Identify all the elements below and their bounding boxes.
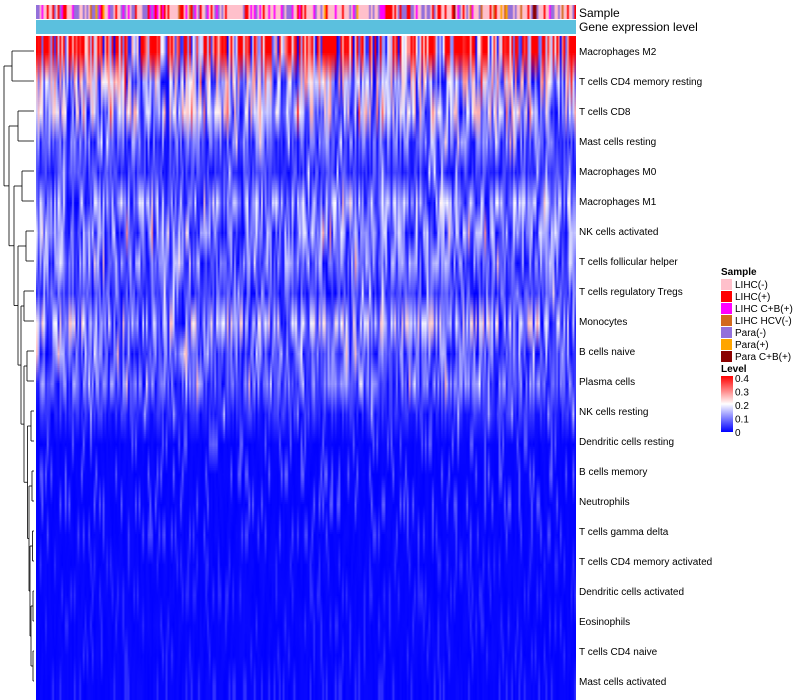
legend-sample-swatch [721,303,732,314]
legend-sample-swatch [721,291,732,302]
row-label: T cells CD4 memory activated [579,557,712,568]
legend-level-tick-label: 0 [735,428,741,439]
gene-expression-track-label: Gene expression level [579,20,698,34]
legend-sample-label: LIHC(-) [735,280,768,291]
legend-sample-swatch [721,339,732,350]
row-label: Dendritic cells resting [579,437,674,448]
legend-sample-label: LIHC(+) [735,292,770,303]
row-label: T cells CD4 naive [579,647,658,658]
row-dendrogram [3,50,34,682]
legend-level-ticks: 0.4 0.3 0.2 0.1 0 [735,374,749,439]
legend-sample-label: Para(-) [735,328,766,339]
legend-sample-label: Para C+B(+) [735,352,791,363]
row-label: T cells regulatory Tregs [579,287,683,298]
legend-sample-label: LIHC C+B(+) [735,304,793,315]
legend: Sample LIHC(-)LIHC(+)LIHC C+B(+)LIHC HCV… [721,267,793,439]
row-label: T cells follicular helper [579,257,678,268]
legend-sample-swatch [721,279,732,290]
legend-level-tick-label: 0.3 [735,388,749,399]
gene-expression-track-bar [36,20,576,34]
row-label: Dendritic cells activated [579,587,684,598]
row-label: Mast cells resting [579,137,656,148]
row-label: T cells CD4 memory resting [579,77,702,88]
sample-annotation-track [36,5,576,19]
heatmap-cells [36,36,576,700]
row-label: T cells gamma delta [579,527,669,538]
legend-level-tick-label: 0.1 [735,415,749,426]
gene-expression-annotation-track [36,20,576,34]
legend-level-colorbar [721,376,733,432]
legend-sample-label: Para(+) [735,340,769,351]
legend-sample-title: Sample [721,267,757,278]
legend-level-tick-label: 0.4 [735,374,749,385]
row-label: NK cells activated [579,227,658,238]
row-label: Mast cells activated [579,677,666,688]
row-label: B cells memory [579,467,647,478]
row-labels: Macrophages M2 T cells CD4 memory resting… [579,47,712,688]
row-label: Plasma cells [579,377,635,388]
row-label: Monocytes [579,317,627,328]
sample-track-cells [36,5,576,19]
sample-track-label: Sample [579,6,620,20]
row-label: B cells naive [579,347,636,358]
legend-level-tick-label: 0.2 [735,401,749,412]
legend-level-title: Level [721,364,747,375]
legend-sample-swatch [721,315,732,326]
row-label: Eosinophils [579,617,630,628]
legend-sample-items: LIHC(-)LIHC(+)LIHC C+B(+)LIHC HCV(-)Para… [721,279,793,363]
legend-sample-label: LIHC HCV(-) [735,316,792,327]
row-label: Macrophages M2 [579,47,657,58]
legend-sample-swatch [721,327,732,338]
row-label: NK cells resting [579,407,648,418]
row-label: Macrophages M0 [579,167,657,178]
legend-sample-swatch [721,351,732,362]
row-label: T cells CD8 [579,107,631,118]
row-label: Neutrophils [579,497,630,508]
row-label: Macrophages M1 [579,197,657,208]
